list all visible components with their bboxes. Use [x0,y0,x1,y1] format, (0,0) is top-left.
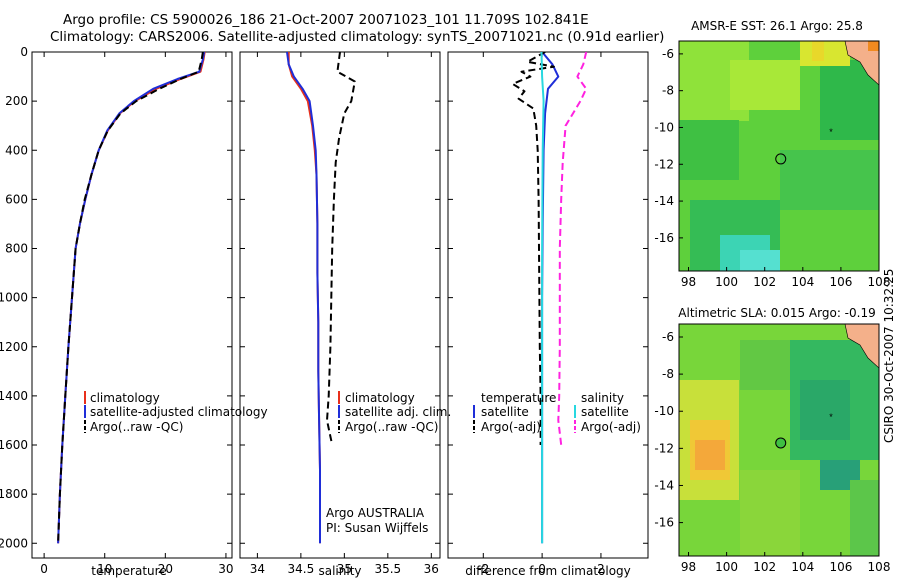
legend-climatology-label: climatology [90,391,160,405]
temperature-series-satellite-adjusted-climatology [57,52,206,544]
salinity-axes-frame [239,51,441,559]
legend-sal-argo-label: Argo(-adj) [581,420,641,434]
sla-map-title: Altimetric SLA: 0.015 Argo: -0.19 [678,306,875,320]
depth-tick-label: 1200 [0,340,28,354]
sla-lat-label: -10 [654,404,674,418]
difference-series-salinity-satellite [540,52,545,544]
legend-argo-label: Argo(..raw -QC) [345,420,438,434]
temperature-xlabel: temperature [91,564,166,578]
depth-tick-label: 1800 [0,487,28,501]
difference-series-salinity-argo-adj- [557,52,588,446]
temperature-xtick-label: 20 [158,562,173,576]
difference-series-temperature-argo-adj- [511,52,555,445]
difference-series-temperature-satellite [541,52,560,544]
sst-lat-label: -10 [654,120,674,134]
sst-lon-label: 104 [791,275,814,289]
depth-tick-label: 600 [5,192,28,206]
salinity-series-climatology [287,52,321,544]
legend-satellite-label: satellite-adjusted climatology [90,405,268,419]
legend-temperature-heading: temperature [481,391,556,405]
temperature-xtick-label: 30 [218,562,233,576]
temperature-series-argo-raw-qc- [57,52,204,544]
sst-profile-marker [775,153,787,165]
legend-climatology-label: climatology [345,391,415,405]
salinity-xtick-label: 34.5 [288,562,315,576]
sst-lat-label: -6 [662,47,674,61]
sst-lat-label: -14 [654,194,674,208]
difference-xtick-label: 0 [538,562,546,576]
sst-map-panel: AMSR-E SST: 26.1 Argo: 25.8 -6 -8 -10 -12 -1… [654,19,890,289]
sst-lon-label: 98 [681,275,696,289]
salinity-xtick-label: 34 [250,562,265,576]
figure-title-line1: Argo profile: CS 5900026_186 21-Oct-2007… [63,12,589,28]
sst-lon-label: 102 [753,275,776,289]
sla-lon-label: 98 [681,560,696,574]
salinity-series-satellite-adj-clim- [286,52,321,544]
salinity-xlabel: salinity [318,564,361,578]
salinity-xtick-label: 36 [424,562,439,576]
sla-star-icon: * [829,412,833,422]
sla-lat-label: -8 [662,367,674,381]
difference-panel: -2 0 2 difference from climatology tempera… [447,51,649,578]
sla-profile-marker [775,437,787,449]
sla-lat-label: -12 [654,441,674,455]
pi-label: PI: Susan Wijffels [326,521,428,535]
timestamp-label: CSIRO 30-Oct-2007 10:32:25 [882,269,896,443]
sst-map-title: AMSR-E SST: 26.1 Argo: 25.8 [691,19,863,33]
depth-tick-label: 2000 [0,536,28,550]
sla-lat-label: -6 [662,330,674,344]
sst-star-icon: * [829,127,833,137]
sst-lon-label: 108 [868,275,891,289]
sst-lat-label: -16 [654,231,674,245]
difference-xlabel: difference from climatology [465,564,631,578]
sla-map-frame [678,323,880,557]
sst-map-frame [678,40,880,272]
salinity-legend: climatology satellite adj. clim. Argo(..… [338,391,451,434]
depth-tick-label: 800 [5,242,28,256]
legend-temp-satellite-label: satellite [481,405,529,419]
sst-lat-label: -12 [654,157,674,171]
sla-lat-label: -14 [654,478,674,492]
figure-title-line2: Climatology: CARS2006. Satellite-adjuste… [50,29,665,45]
difference-xtick-label: 2 [597,562,605,576]
sst-lon-label: 100 [715,275,738,289]
sst-lon-label: 106 [829,275,852,289]
depth-tick-label: 1600 [0,438,28,452]
sla-lon-label: 100 [715,560,738,574]
difference-xtick-label: -2 [477,562,489,576]
depth-tick-label: 0 [20,45,28,59]
temperature-xtick-label: 10 [97,562,112,576]
salinity-xtick-label: 35 [337,562,352,576]
temperature-legend: climatology satellite-adjusted climatolo… [84,391,268,434]
salinity-xtick-label: 35.5 [374,562,401,576]
sla-lon-label: 102 [753,560,776,574]
legend-satellite-label: satellite adj. clim. [345,405,451,419]
sst-heatmap [679,41,879,271]
legend-sal-satellite-label: satellite [581,405,629,419]
temperature-panel: 0 200 400 600 800 1000 1200 1400 1600 1800 2000 0 1… [0,45,268,578]
sst-lat-label: -8 [662,84,674,98]
difference-axes-frame [447,51,649,559]
depth-tick-label: 400 [5,143,28,157]
legend-argo-label: Argo(..raw -QC) [90,420,183,434]
temperature-axes-frame [31,51,233,559]
operator-label: Argo AUSTRALIA [326,506,425,520]
sla-lon-label: 108 [868,560,891,574]
sla-map-panel: Altimetric SLA: 0.015 Argo: -0.19 -6 -8 -1… [654,306,890,574]
depth-tick-label: 1400 [0,389,28,403]
temperature-series-climatology [57,52,206,544]
salinity-panel: 34 34.5 35 35.5 36 salinity climatology sate… [239,51,451,578]
depth-tick-label: 200 [5,94,28,108]
depth-tick-label: 1000 [0,291,28,305]
salinity-series-argo-raw-qc- [326,52,356,446]
temperature-xtick-label: 0 [40,562,48,576]
legend-temp-argo-label: Argo(-adj) [481,420,541,434]
sla-lon-label: 104 [791,560,814,574]
difference-legend: temperature satellite Argo(-adj) salinit… [473,391,641,434]
legend-salinity-heading: salinity [581,391,624,405]
sla-lat-label: -16 [654,516,674,530]
sla-lon-label: 106 [829,560,852,574]
